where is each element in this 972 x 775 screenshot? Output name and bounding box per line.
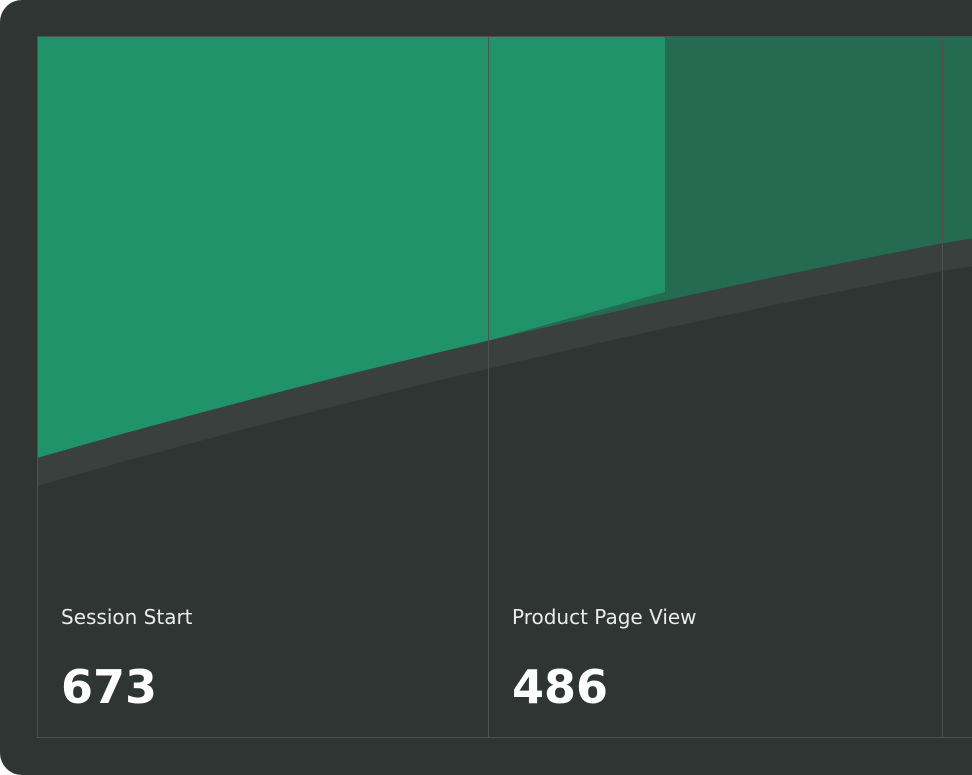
stage-count: 673	[61, 660, 157, 714]
funnel-area	[37, 36, 488, 458]
stage-count: 486	[512, 660, 608, 714]
stage-labels: Session Start 673 Product Page View 486	[61, 605, 697, 714]
drop-off-area	[488, 36, 972, 341]
plot-area	[37, 36, 972, 486]
funnel-area	[488, 36, 972, 341]
stage-name: Product Page View	[512, 605, 697, 629]
panel-border	[37, 36, 972, 738]
stage-name: Session Start	[61, 605, 193, 629]
drop-shadow-band	[37, 238, 972, 486]
